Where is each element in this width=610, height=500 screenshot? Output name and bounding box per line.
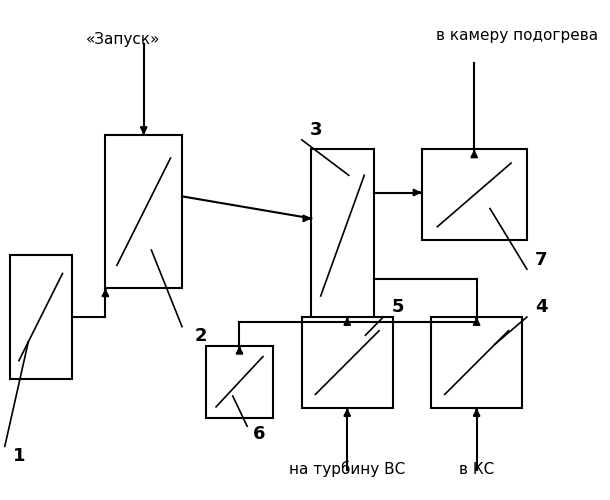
Text: на турбину ВС: на турбину ВС [289,461,405,477]
Text: «Запуск»: «Запуск» [85,32,160,46]
Text: 6: 6 [253,425,265,443]
Bar [422,150,527,240]
Text: в камеру подогрева: в камеру подогрева [436,28,598,43]
Text: 1: 1 [13,447,26,465]
Bar [311,150,373,322]
Bar [431,317,522,408]
Text: 2: 2 [195,327,207,345]
Bar [302,317,393,408]
Text: 3: 3 [310,122,322,140]
Text: 5: 5 [391,298,404,316]
Bar [206,346,273,418]
Text: 7: 7 [535,250,548,268]
Bar [10,255,72,380]
Text: в КС: в КС [459,462,495,477]
Text: 4: 4 [535,298,548,316]
Bar [106,135,182,288]
